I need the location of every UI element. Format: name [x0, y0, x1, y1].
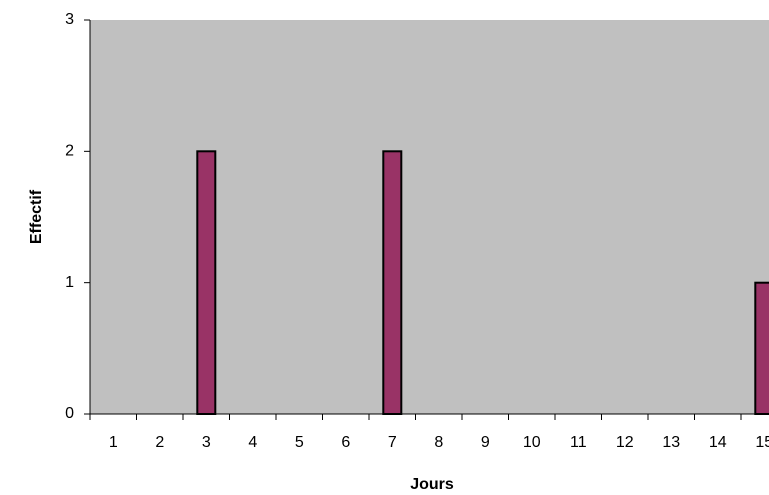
x-tick-label-1: 1: [109, 434, 118, 451]
x-tick-label-15: 15: [755, 434, 769, 451]
bar-7: [382, 150, 403, 416]
x-tick-label-6: 6: [341, 434, 350, 451]
x-tick-label-13: 13: [662, 434, 680, 451]
plot-area: [90, 20, 769, 414]
x-tick-label-8: 8: [434, 434, 443, 451]
bar-15: [754, 281, 769, 416]
x-tick-label-11: 11: [570, 434, 587, 451]
bar-3: [196, 150, 217, 416]
x-tick-label-12: 12: [616, 434, 634, 451]
x-tick-label-4: 4: [248, 434, 257, 451]
x-tick-label-3: 3: [202, 434, 211, 451]
x-axis-title: Jours: [410, 476, 454, 493]
y-axis-title: Effectif: [28, 189, 45, 244]
y-tick-label-3: 3: [65, 11, 74, 28]
x-tick-label-5: 5: [295, 434, 304, 451]
x-tick-label-9: 9: [481, 434, 490, 451]
x-tick-label-14: 14: [709, 434, 727, 451]
x-tick-label-10: 10: [523, 434, 541, 451]
x-tick-label-2: 2: [155, 434, 164, 451]
y-tick-label-0: 0: [65, 405, 74, 422]
y-tick-label-2: 2: [65, 143, 74, 160]
y-tick-label-1: 1: [65, 274, 74, 291]
x-tick-label-7: 7: [388, 434, 397, 451]
